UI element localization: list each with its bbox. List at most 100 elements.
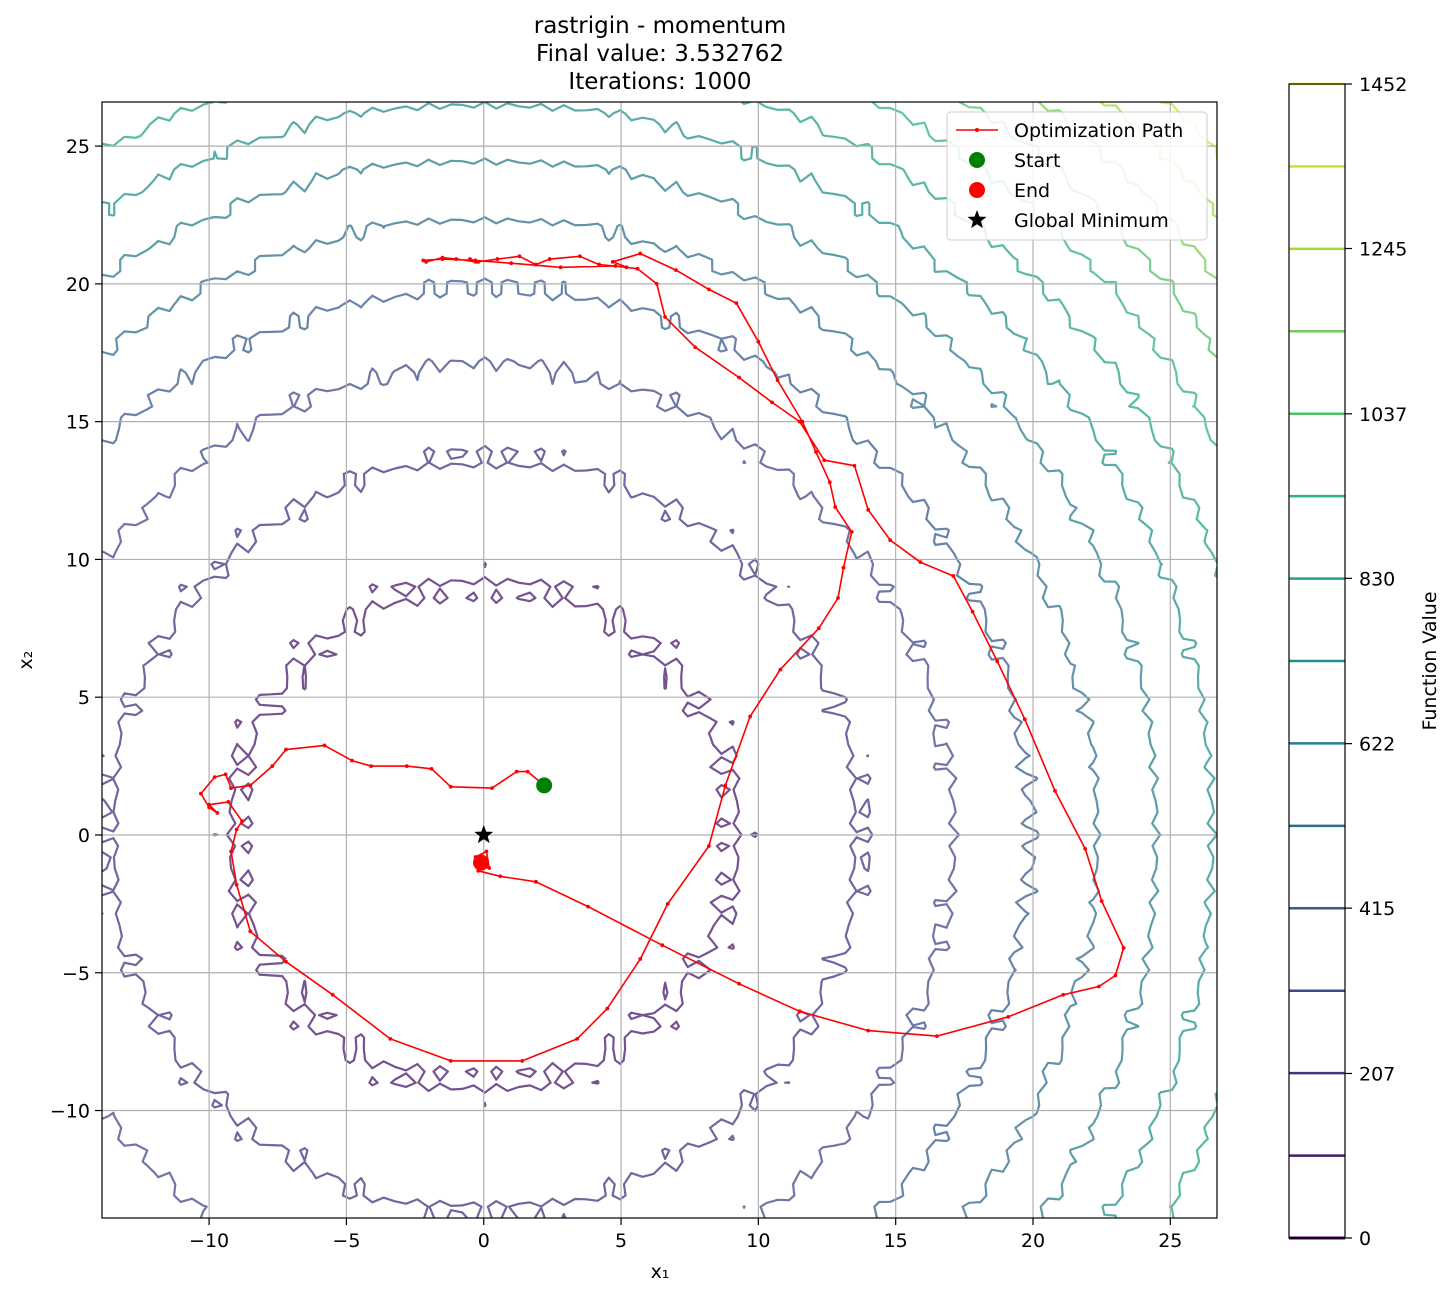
path-point <box>613 264 618 268</box>
legend-start-marker <box>969 152 985 168</box>
path-point <box>226 800 231 804</box>
path-point <box>693 345 698 350</box>
path-point <box>207 802 212 807</box>
path-point <box>229 849 233 854</box>
y-axis-label: x₂ <box>15 651 37 670</box>
colorbar-tick-label: 0 <box>1359 1228 1371 1250</box>
legend-item-start: Start <box>969 150 1060 172</box>
path-point <box>866 507 871 512</box>
path-point <box>638 251 643 256</box>
path-point <box>534 262 538 267</box>
title-line-3: Iterations: 1000 <box>568 69 751 95</box>
path-point <box>723 783 728 788</box>
path-point <box>525 769 530 774</box>
legend-label-start: Start <box>1014 150 1060 172</box>
y-tick-label: −5 <box>62 963 90 985</box>
path-point <box>284 959 288 964</box>
path-point <box>814 450 818 454</box>
legend-label-end: End <box>1014 180 1050 202</box>
y-tick-label: 10 <box>66 549 90 571</box>
path-point <box>1097 984 1101 989</box>
y-tick-label: 0 <box>78 825 90 847</box>
path-point <box>234 882 239 887</box>
path-point <box>468 257 472 261</box>
path-point <box>778 667 783 672</box>
path-point <box>610 259 615 264</box>
y-tick-label: 25 <box>66 136 90 158</box>
contour-level-6 <box>102 102 1217 1218</box>
path-point <box>207 805 212 810</box>
path-point <box>770 400 774 405</box>
path-point <box>577 254 582 259</box>
path-point <box>816 626 821 631</box>
colorbar-ticks: 0 207 415 622 830 1037 1245 1452 <box>1345 74 1407 1250</box>
path-point <box>737 375 742 380</box>
path-point <box>284 747 288 752</box>
path-point <box>756 339 761 344</box>
path-point <box>970 609 975 614</box>
start-marker <box>536 777 553 794</box>
x-tick-label: −10 <box>189 1230 229 1252</box>
path-point <box>995 659 1000 664</box>
path-point <box>1022 717 1027 722</box>
y-axis-ticks: −10 −5 0 5 10 15 20 25 <box>50 136 102 1123</box>
path-point <box>918 560 923 565</box>
contour-level-3 <box>102 277 1040 1218</box>
path-point <box>534 879 538 884</box>
global-minimum-star <box>474 824 494 844</box>
path-point <box>635 266 640 271</box>
path-point <box>707 287 711 292</box>
path-point <box>229 786 233 791</box>
plot-frame <box>101 101 1218 1219</box>
path-point <box>547 257 552 261</box>
path-point <box>888 538 893 543</box>
path-point <box>852 463 857 468</box>
path-point <box>248 929 253 934</box>
path-point <box>322 743 327 748</box>
path-point <box>605 1006 610 1011</box>
legend-label-global-min: Global Minimum <box>1014 210 1169 232</box>
path-point <box>270 764 275 768</box>
path-point <box>215 811 220 815</box>
path-point <box>1113 973 1118 978</box>
path-point <box>586 904 590 909</box>
x-tick-label: 15 <box>884 1230 908 1252</box>
path-point <box>1083 846 1088 851</box>
path-point <box>748 714 753 719</box>
y-tick-label: 20 <box>66 274 90 296</box>
legend-path-marker <box>975 128 979 132</box>
contour-level-2 <box>102 356 961 1218</box>
path-point <box>654 281 659 286</box>
colorbar-tick-label: 622 <box>1359 734 1395 756</box>
x-axis-ticks: −10 −5 0 5 10 15 20 25 <box>189 1218 1182 1252</box>
colorbar: 0 207 415 622 830 1037 1245 1452 Function Value <box>1288 74 1441 1250</box>
marker-layer <box>472 777 553 871</box>
path-point <box>454 257 459 261</box>
path-point <box>421 258 426 263</box>
path-point <box>1099 899 1104 904</box>
path-point <box>350 758 354 763</box>
contour-level-4 <box>102 216 1102 1218</box>
path-point <box>665 901 670 906</box>
colorbar-label: Function Value <box>1419 591 1441 730</box>
plot-area <box>101 101 1218 1219</box>
path-point <box>558 265 563 270</box>
path-point <box>429 766 434 771</box>
x-axis-label: x₁ <box>651 1261 670 1283</box>
colorbar-tick-label: 207 <box>1359 1063 1395 1085</box>
colorbar-tick-label: 415 <box>1359 898 1395 920</box>
path-point <box>1121 946 1126 950</box>
path-point <box>388 1036 393 1041</box>
path-point <box>495 257 500 261</box>
path-point <box>660 943 665 948</box>
path-point <box>448 784 453 789</box>
colorbar-tick-label: 1245 <box>1359 239 1407 261</box>
path-point <box>484 849 489 854</box>
path-point <box>517 254 522 259</box>
path-point <box>775 378 780 383</box>
path-point <box>663 315 667 319</box>
path-point <box>520 1059 525 1063</box>
path-point <box>575 1036 580 1041</box>
path-point <box>822 458 827 463</box>
